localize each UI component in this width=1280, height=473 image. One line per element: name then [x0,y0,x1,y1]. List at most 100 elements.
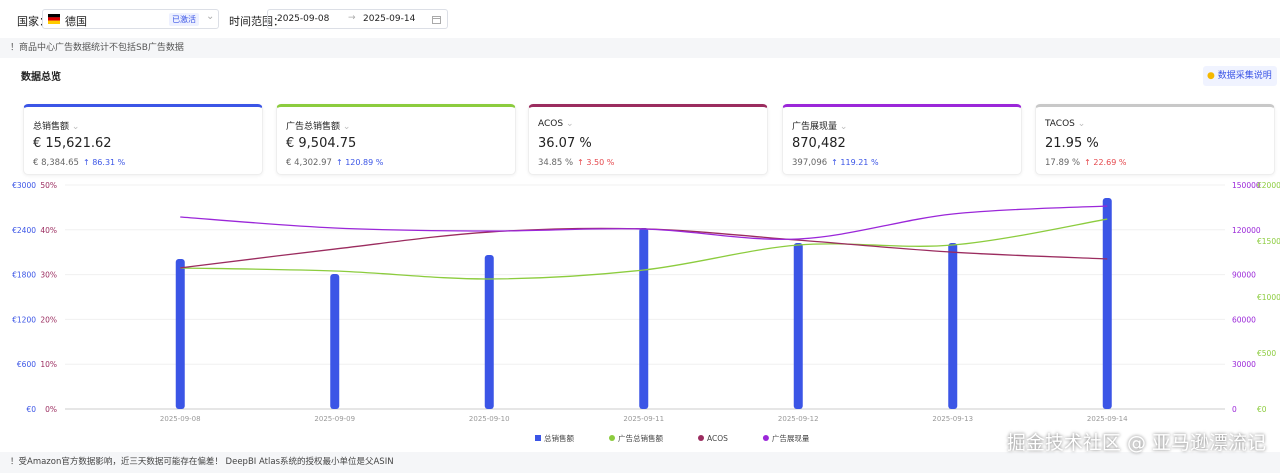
chevron: ⌄ [1077,119,1086,129]
legend-swatch [698,435,704,441]
previous: 397,096 [792,158,828,168]
tick-label: €0 [26,405,36,414]
name: 广告总销售额 [286,122,341,132]
tick-label: 120000 [1232,226,1261,235]
change: ↑ 86.31 % [82,158,126,167]
chevron: ⌄ [71,122,80,132]
card-compare: 17.89 % ↑ 22.69 % [1045,158,1126,168]
x-tick-label: 2025-09-14 [1087,415,1128,423]
card-compare: 34.85 % ↑ 3.50 % [538,158,614,168]
bar [484,255,494,409]
change-value: 119.21 % [840,158,879,167]
change: ↑ 22.69 % [1084,158,1127,167]
name: 广告展现量 [792,122,838,132]
x-tick-label: 2025-09-13 [932,415,973,423]
date-start: 2025-09-08 [277,14,330,24]
previous: € 4,302.97 [286,158,332,168]
card-compare: 397,096 ↑ 119.21 % [792,158,879,168]
tick-label: €2000 [1257,181,1280,190]
tick-label: €3000 [12,181,36,190]
line [180,205,1108,240]
tick-label: €1800 [12,271,36,280]
kpi-card: 总销售额 ⌄ € 15,621.62 € 8,384.65 ↑ 86.31 % [23,104,263,175]
tick-label: 40% [40,226,57,235]
card-name: ACOS ⌄ [538,119,574,129]
tick-label: 10% [40,360,57,369]
kpi-card: TACOS ⌄ 21.95 % 17.89 % ↑ 22.69 % [1035,104,1275,175]
legend-label: ACOS [707,434,728,443]
card-name: 广告展现量 ⌄ [792,119,847,132]
tick-label: €0 [1257,405,1267,414]
tick-label: 0 [1232,405,1237,414]
bar [793,243,803,409]
x-tick-label: 2025-09-10 [469,415,510,423]
change-value: 22.69 % [1093,158,1127,167]
x-tick-label: 2025-09-08 [160,415,201,423]
tick-label: 150000 [1232,181,1261,190]
help-text: 数据采集说明 [1217,71,1272,81]
tick-label: 30000 [1232,360,1256,369]
country-select[interactable]: 德国 已激活 ⌄ [42,9,219,29]
country: 德国 [65,15,87,28]
tick-label: 90000 [1232,271,1256,280]
legend-label: 广告总销售额 [618,433,663,443]
chevron: ⌄ [839,122,848,132]
card-name: 总销售额 ⌄ [33,119,79,132]
change-value: 3.50 % [586,158,615,167]
tick-label: €2400 [12,226,36,235]
section-title: 数据总览 [21,72,61,83]
date-range[interactable]: 2025-09-08 → 2025-09-14 [267,9,448,29]
tick-label: 20% [40,315,57,324]
tick-label: €1200 [12,315,36,324]
footer-notice: ！受Amazon官方数据影响，近三天数据可能存在偏差！ DeepBI Atlas… [0,452,1280,473]
previous: 34.85 % [538,158,574,168]
help-button[interactable]: ● 数据采集说明 [1203,66,1277,86]
change-value: 86.31 % [92,158,126,167]
tick-label: 60000 [1232,315,1256,324]
card-value: € 9,504.75 [286,136,357,151]
previous: 17.89 % [1045,158,1081,168]
name: 总销售额 [33,122,70,132]
change-value: 120.89 % [345,158,384,167]
x-tick-label: 2025-09-09 [314,415,355,423]
flag [48,14,60,24]
chevron: ⌄ [565,119,574,129]
previous: € 8,384.65 [33,158,79,168]
change: ↑ 120.89 % [335,158,384,167]
tick-label: €500 [1257,349,1276,358]
name: TACOS [1045,119,1075,129]
tick-label: €1000 [1257,293,1280,302]
x-tick-label: 2025-09-12 [778,415,819,423]
kpi-card: 广告总销售额 ⌄ € 9,504.75 € 4,302.97 ↑ 120.89 % [276,104,516,175]
tick-label: 30% [40,271,57,280]
tick-label: 50% [40,181,57,190]
card-compare: € 8,384.65 ↑ 86.31 % [33,158,125,168]
bar [1102,197,1112,409]
bar [948,243,958,409]
bar [330,274,340,409]
date-end: 2025-09-14 [363,14,416,24]
legend-swatch [535,435,541,441]
calendar-icon [432,16,441,24]
card-value: 21.95 % [1045,136,1099,151]
card-value: € 15,621.62 [33,136,112,151]
chevron: ⌄ [342,122,351,132]
legend-label: 广告展现量 [772,433,810,443]
arrow: → [348,13,356,23]
filter-bar: 国家： 德国 已激活 ⌄ 时间范围： 2025-09-08 → 2025-09-… [0,0,1280,38]
line [180,218,1108,280]
card-compare: € 4,302.97 ↑ 120.89 % [286,158,383,168]
notice: ！商品中心广告数据统计不包括SB广告数据 [0,38,1280,58]
status-tag: 已激活 [169,13,199,26]
change: ↑ 3.50 % [577,158,615,167]
country-label: 国家： [17,15,50,28]
tick-label: 0% [45,405,57,414]
tick-label: €1500 [1257,237,1280,246]
legend-swatch [609,435,615,441]
card-name: TACOS ⌄ [1045,119,1085,129]
bar [639,228,649,409]
bar [175,258,185,409]
chevron: ⌄ [206,11,215,22]
card-value: 36.07 % [538,136,592,151]
